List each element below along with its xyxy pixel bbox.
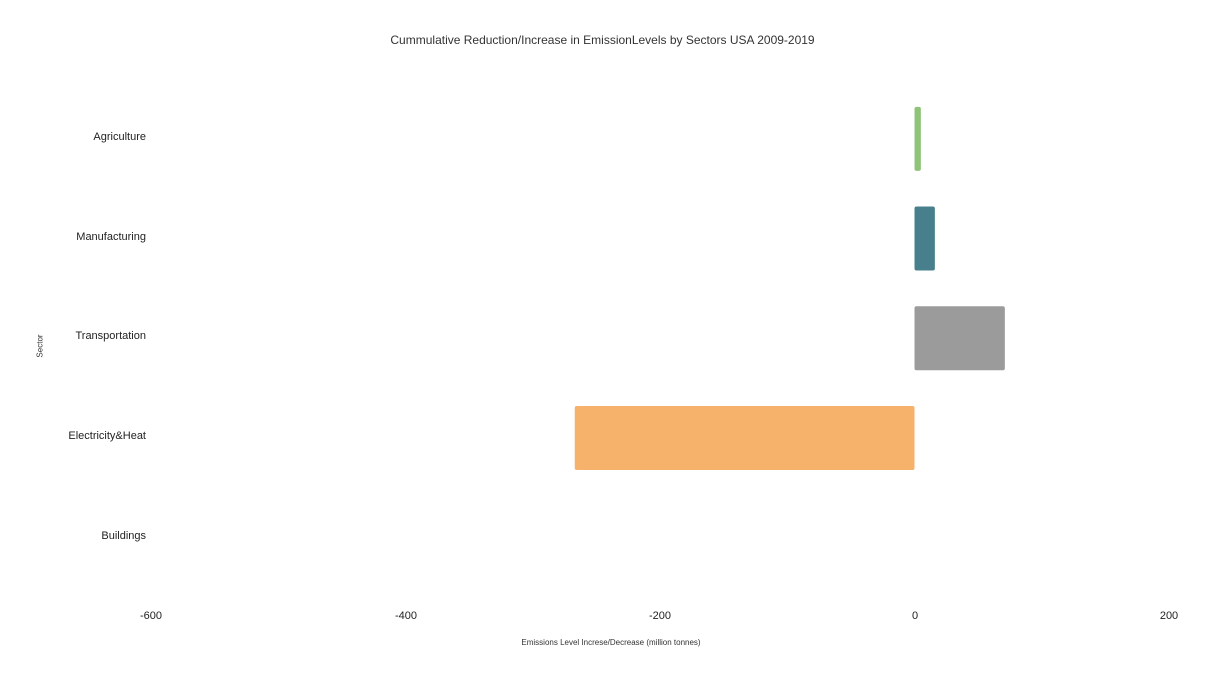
category-label-transportation: Transportation (75, 330, 146, 342)
bar-transportation (914, 306, 1005, 371)
x-axis-title: Emissions Level Increse/Decrease (millio… (521, 638, 701, 647)
bar-manufacturing (914, 206, 935, 271)
x-tick-label: -600 (139, 610, 163, 622)
category-label-agriculture: Agriculture (93, 131, 146, 143)
category-label-manufacturing: Manufacturing (76, 231, 146, 243)
bar-agriculture (914, 106, 921, 171)
chart-title: Cummulative Reduction/Increase in Emissi… (390, 33, 815, 47)
category-label-electricity-heat: Electricity&Heat (68, 430, 146, 442)
x-tick-label: -400 (394, 610, 418, 622)
y-axis-title: Sector (35, 334, 45, 358)
x-tick-label: 0 (911, 610, 919, 622)
x-tick-label: 200 (1159, 610, 1179, 622)
bar-electricity-heat (574, 405, 915, 470)
x-tick-label: -200 (648, 610, 672, 622)
category-label-buildings: Buildings (101, 530, 146, 542)
